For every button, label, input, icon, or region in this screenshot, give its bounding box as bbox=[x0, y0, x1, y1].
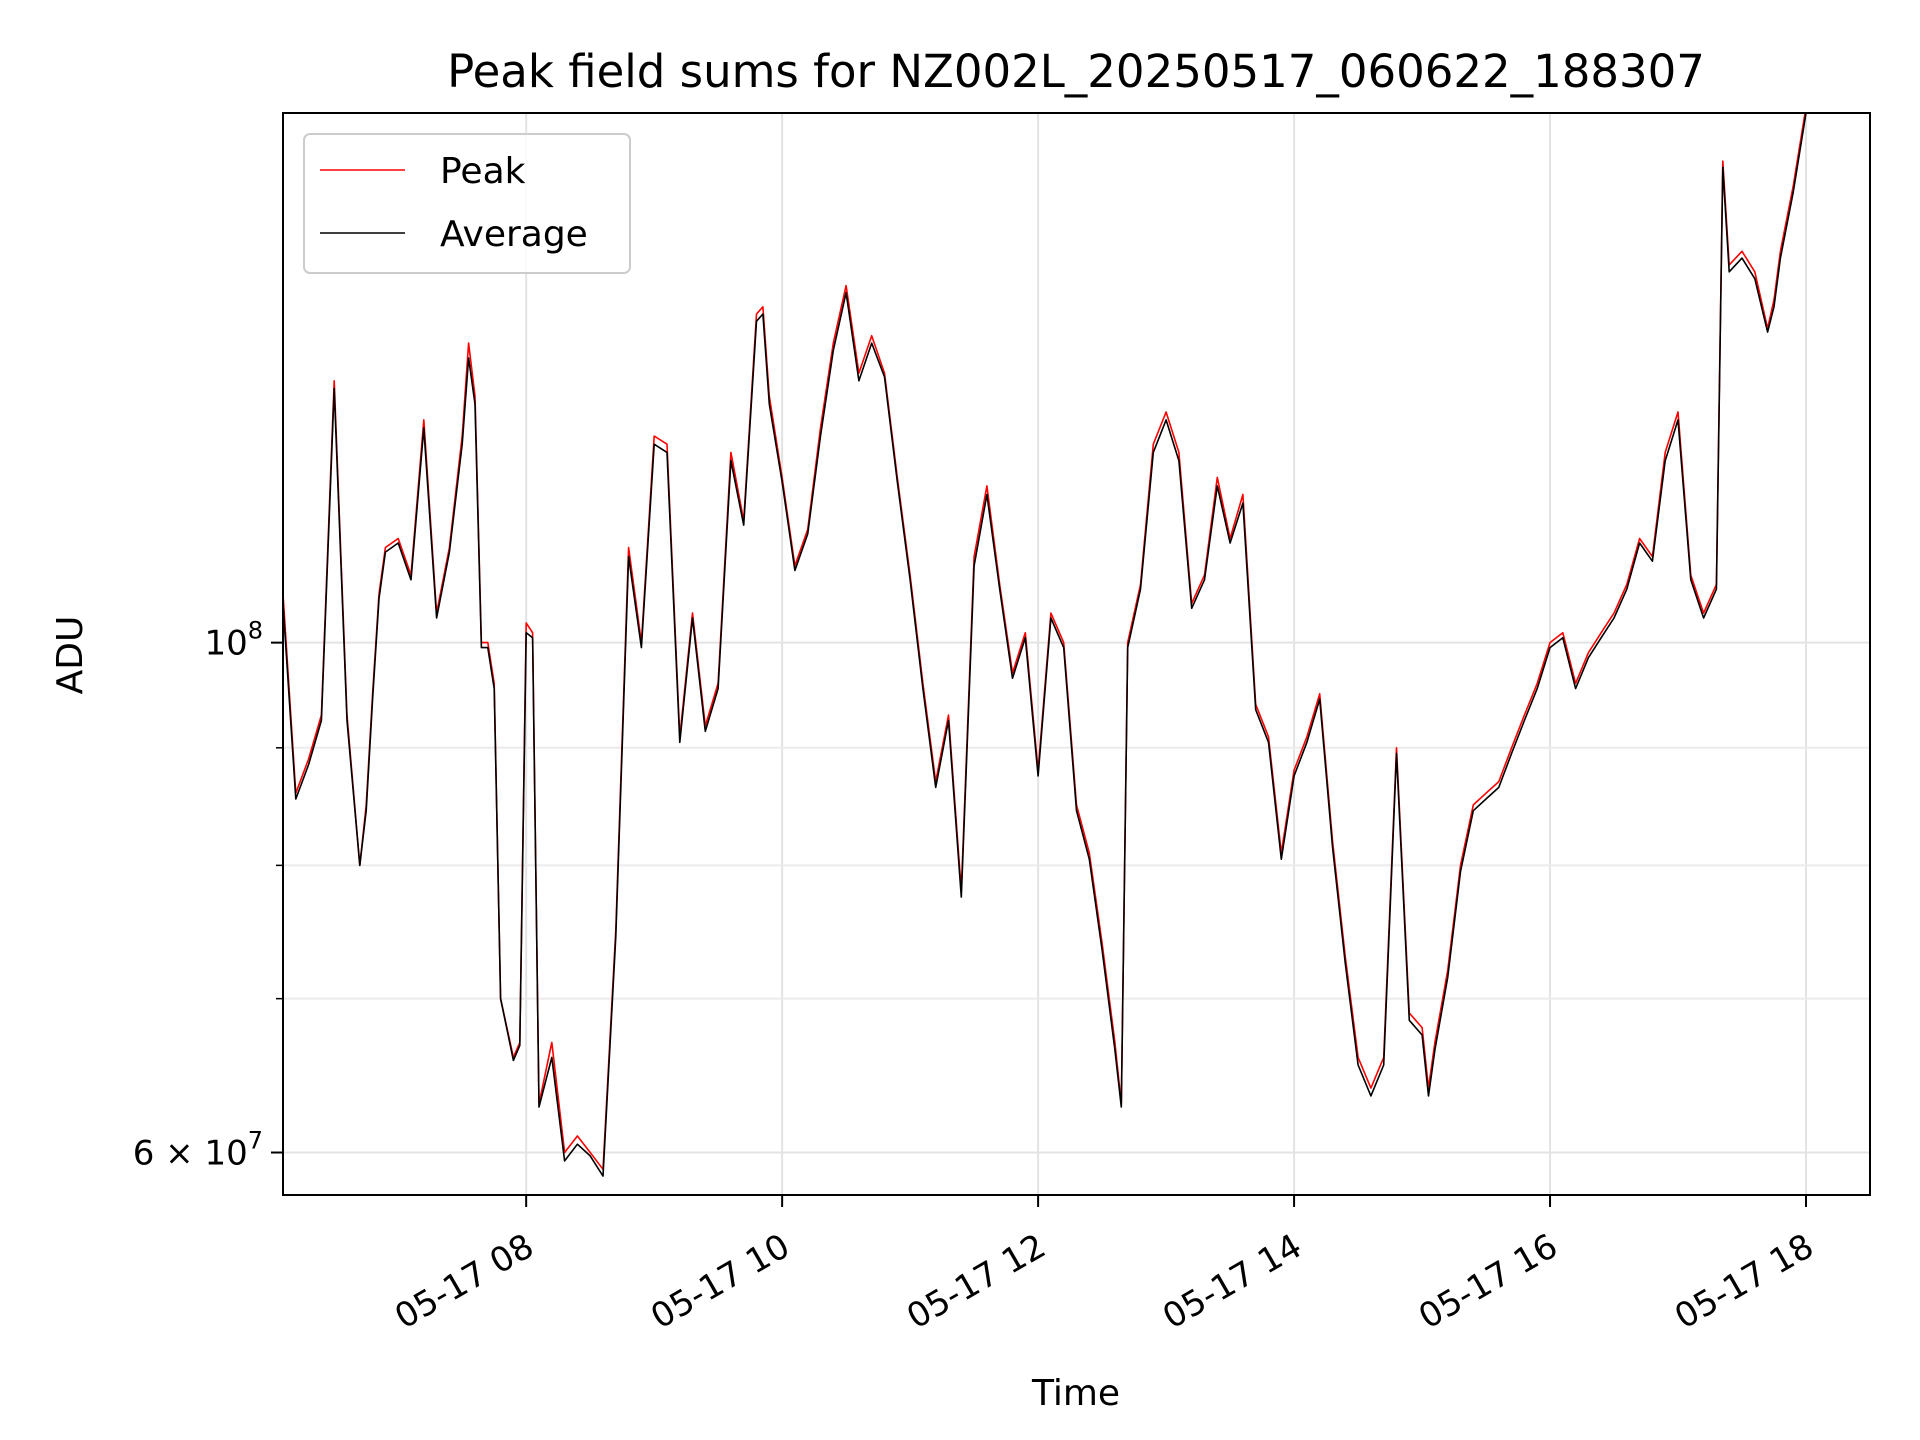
legend-label-average: Average bbox=[440, 214, 588, 255]
y-tick-label: 6 × 107 bbox=[133, 1127, 263, 1174]
plot-frame bbox=[282, 112, 1871, 1196]
series-line-average bbox=[283, 113, 1807, 1177]
chart-title: Peak field sums for NZ002L_20250517_0606… bbox=[447, 45, 1705, 98]
y-axis-label: ADU bbox=[50, 616, 91, 695]
legend-label-peak: Peak bbox=[440, 151, 526, 192]
legend-box bbox=[303, 133, 631, 274]
grid bbox=[283, 113, 1870, 1195]
y-tick-label: 108 bbox=[204, 617, 263, 664]
legend: Peak Average bbox=[303, 133, 631, 274]
y-axis: 108 6 × 107 bbox=[133, 617, 283, 1174]
x-axis-label: Time bbox=[1031, 1373, 1120, 1414]
series-layer bbox=[283, 113, 1807, 1177]
